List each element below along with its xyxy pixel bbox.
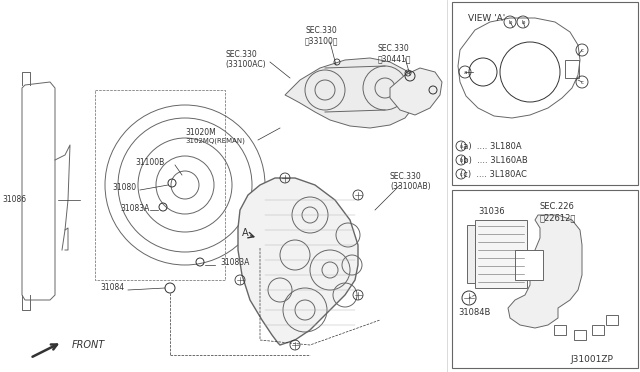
Bar bbox=[452, 190, 638, 368]
Text: b: b bbox=[521, 19, 525, 25]
Polygon shape bbox=[508, 215, 582, 328]
Bar bbox=[467, 225, 475, 283]
Polygon shape bbox=[390, 68, 442, 115]
Text: 31083A: 31083A bbox=[220, 258, 250, 267]
Text: c: c bbox=[460, 171, 462, 176]
Text: 31086: 31086 bbox=[2, 195, 26, 204]
Text: 31080: 31080 bbox=[112, 183, 136, 192]
Text: 31084B: 31084B bbox=[458, 308, 490, 317]
Text: FRONT: FRONT bbox=[72, 340, 105, 350]
Text: (c)  .... 3L180AC: (c) .... 3L180AC bbox=[460, 170, 527, 179]
Bar bbox=[554, 325, 566, 335]
Text: SEC.330: SEC.330 bbox=[378, 44, 410, 53]
Text: c: c bbox=[580, 80, 584, 84]
Text: SEC.330: SEC.330 bbox=[305, 26, 337, 35]
Bar bbox=[452, 2, 638, 185]
Text: A: A bbox=[242, 228, 248, 238]
Text: (33100AC): (33100AC) bbox=[225, 60, 266, 69]
Text: b: b bbox=[508, 19, 512, 25]
Text: 〃33100〉: 〃33100〉 bbox=[305, 36, 339, 45]
Polygon shape bbox=[238, 178, 358, 345]
Text: a: a bbox=[460, 144, 463, 148]
Text: (b)  .... 3L160AB: (b) .... 3L160AB bbox=[460, 156, 528, 165]
Bar bbox=[574, 330, 586, 340]
Text: b: b bbox=[460, 157, 463, 163]
Text: SEC.226: SEC.226 bbox=[540, 202, 575, 211]
Text: SEC.330: SEC.330 bbox=[390, 172, 422, 181]
Bar bbox=[475, 220, 527, 288]
Text: SEC.330: SEC.330 bbox=[225, 50, 257, 59]
Text: 31083A: 31083A bbox=[120, 204, 149, 213]
Text: (33100AB): (33100AB) bbox=[390, 182, 431, 191]
Text: 3102MQ(REMAN): 3102MQ(REMAN) bbox=[185, 138, 245, 144]
Polygon shape bbox=[285, 58, 418, 128]
Bar bbox=[606, 315, 618, 325]
Text: J31001ZP: J31001ZP bbox=[570, 355, 613, 364]
Text: 〃30441〉: 〃30441〉 bbox=[378, 54, 412, 63]
Text: a: a bbox=[463, 70, 467, 74]
Text: 31084: 31084 bbox=[100, 283, 124, 292]
Bar bbox=[515, 250, 543, 280]
Text: 31020M: 31020M bbox=[185, 128, 216, 137]
Text: 〃22612〉: 〃22612〉 bbox=[540, 213, 577, 222]
Text: VIEW 'A': VIEW 'A' bbox=[468, 14, 505, 23]
Text: (a)  .... 3L180A: (a) .... 3L180A bbox=[460, 142, 522, 151]
Bar bbox=[565, 60, 579, 78]
Bar bbox=[592, 325, 604, 335]
Text: 31036: 31036 bbox=[478, 207, 504, 216]
Text: 31100B: 31100B bbox=[135, 158, 164, 167]
Text: c: c bbox=[580, 48, 584, 52]
